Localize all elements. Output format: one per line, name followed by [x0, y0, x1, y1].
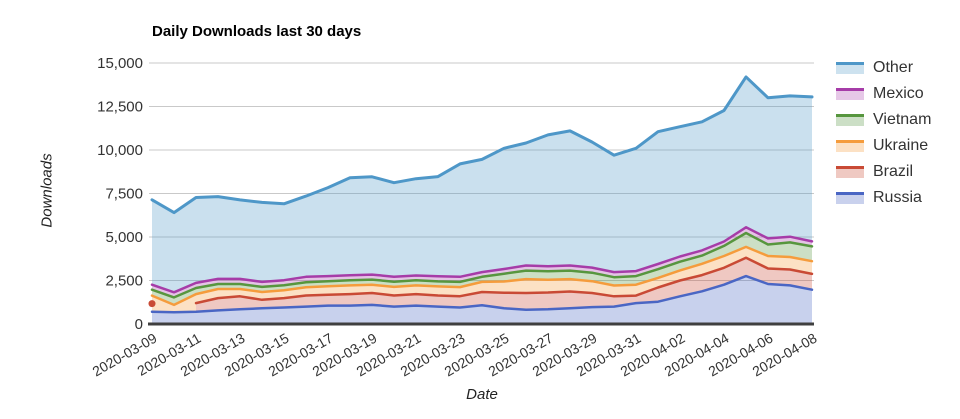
line-mexico [150, 226, 814, 294]
y-tick-label: 0 [135, 316, 143, 333]
legend-label: Mexico [873, 85, 924, 102]
legend: Other Mexico Vietnam Ukraine Brazil Russ… [836, 55, 931, 211]
legend-item-vietnam[interactable]: Vietnam [836, 107, 931, 133]
y-tick-label: 5,000 [105, 229, 143, 246]
legend-swatch-icon [836, 192, 864, 204]
legend-label: Vietnam [873, 111, 932, 128]
legend-item-mexico[interactable]: Mexico [836, 81, 931, 107]
line-other [150, 75, 814, 215]
x-axis-title: Date [466, 386, 498, 403]
legend-item-other[interactable]: Other [836, 55, 931, 81]
line-vietnam [150, 231, 814, 299]
legend-label: Ukraine [873, 137, 929, 154]
area-other [152, 76, 812, 293]
legend-swatch-icon [836, 166, 864, 178]
line-brazil [194, 256, 814, 305]
line-ukraine [150, 245, 814, 307]
chart-title: Daily Downloads last 30 days [152, 23, 362, 40]
area-russia [152, 276, 812, 324]
area-brazil [196, 257, 812, 312]
legend-label: Russia [873, 189, 922, 206]
line-russia [150, 274, 814, 314]
legend-swatch-icon [836, 114, 864, 126]
y-tick-label: 10,000 [97, 142, 143, 159]
y-tick-label: 15,000 [97, 55, 143, 72]
legend-swatch-icon [836, 140, 864, 152]
legend-label: Other [873, 59, 914, 76]
brazil-isolated-point [148, 300, 156, 308]
y-tick-label: 12,500 [97, 99, 143, 116]
legend-item-russia[interactable]: Russia [836, 185, 931, 211]
legend-swatch-icon [836, 62, 864, 74]
legend-item-ukraine[interactable]: Ukraine [836, 133, 931, 159]
legend-swatch-icon [836, 88, 864, 100]
legend-item-brazil[interactable]: Brazil [836, 159, 931, 185]
area-mexico [152, 227, 812, 298]
legend-label: Brazil [873, 163, 914, 180]
area-vietnam [152, 233, 812, 305]
y-tick-label: 2,500 [105, 273, 143, 290]
y-tick-label: 7,500 [105, 186, 143, 203]
